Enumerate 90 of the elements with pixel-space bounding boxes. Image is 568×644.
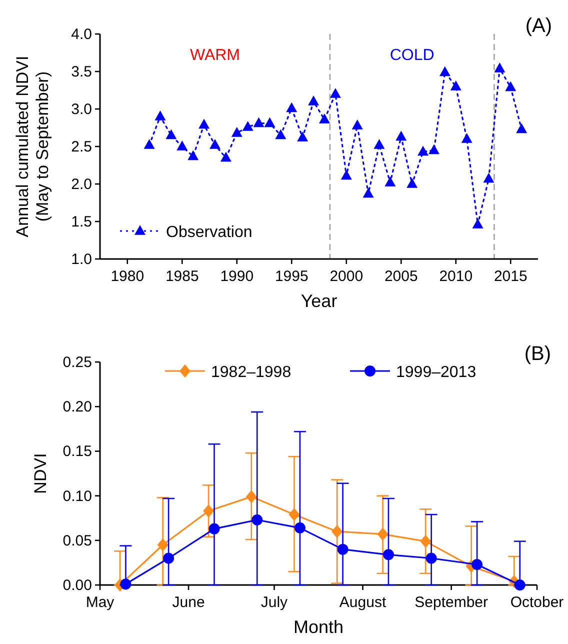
annotation: (B) [524, 343, 551, 365]
x-tick-label: June [172, 594, 205, 611]
annotation: COLD [390, 47, 434, 64]
point [340, 170, 352, 180]
point [286, 102, 298, 112]
point [330, 88, 341, 98]
point [362, 188, 374, 198]
point [494, 62, 506, 72]
point [420, 534, 432, 548]
point [275, 129, 286, 140]
point [384, 176, 396, 186]
legend-label: Observation [166, 224, 252, 241]
point [308, 95, 320, 106]
point [294, 522, 306, 534]
point [231, 126, 242, 137]
point [472, 218, 484, 228]
point [426, 552, 437, 564]
x-tick-label: 1990 [220, 268, 254, 285]
point [483, 172, 494, 183]
point [163, 552, 174, 564]
point [144, 138, 155, 149]
point [154, 110, 166, 120]
y-tick-label: 3.5 [71, 64, 92, 80]
y-axis-title: Annual cumulated NDVI (May to September) [13, 56, 52, 238]
x-tick-label: September [414, 594, 488, 611]
point [374, 138, 385, 149]
point [332, 524, 343, 538]
y-axis-title: NDVI [31, 453, 50, 494]
point [352, 119, 363, 130]
point [318, 113, 330, 124]
point [505, 81, 516, 92]
y-tick-label: 0.25 [62, 354, 92, 371]
point [516, 123, 528, 134]
x-tick-label: 2005 [384, 268, 418, 285]
y-tick-label: 3.0 [71, 101, 92, 118]
x-tick-label: 1995 [274, 268, 308, 285]
y-tick-label: 2.5 [71, 138, 92, 156]
point [450, 80, 462, 90]
y-tick-label: 0.10 [62, 488, 92, 505]
point [120, 578, 132, 590]
point [203, 504, 214, 518]
point [253, 117, 264, 128]
x-tick-label: October [510, 594, 564, 611]
x-tick-label: August [339, 594, 387, 611]
point [242, 120, 254, 131]
x-axis-title: Year [300, 291, 338, 311]
point [246, 490, 257, 504]
point [176, 140, 188, 150]
x-tick-label: May [86, 594, 115, 611]
legend-label: 1999–2013 [396, 364, 476, 381]
y-tick-label: 1.0 [71, 251, 92, 268]
legend-label: 1982–1998 [211, 364, 292, 381]
point [439, 66, 450, 76]
point [188, 150, 199, 160]
point [428, 144, 440, 154]
y-tick-label: 4.0 [71, 26, 92, 43]
point [418, 146, 429, 156]
point [396, 130, 407, 141]
y-tick-label: 0.20 [62, 398, 92, 416]
x-tick-label: 1980 [110, 268, 144, 285]
point [472, 558, 483, 570]
point [461, 132, 472, 143]
point [297, 131, 308, 142]
y-tick-label: 0.05 [62, 532, 92, 550]
point [377, 528, 388, 541]
point [209, 138, 220, 149]
point [198, 118, 210, 129]
y-tick-label: 0.00 [62, 577, 92, 594]
point [288, 508, 300, 522]
point [252, 514, 263, 526]
x-tick-label: 2010 [439, 268, 473, 285]
point [514, 580, 526, 590]
y-tick-label: 0.15 [62, 443, 92, 460]
point [382, 549, 394, 560]
point [220, 152, 232, 162]
x-tick-label: July [260, 594, 288, 611]
point [264, 117, 276, 128]
point [157, 538, 168, 552]
x-tick-label: 2000 [330, 268, 364, 285]
annotation: (A) [525, 15, 552, 37]
x-tick-label: 1985 [165, 268, 199, 285]
y-tick-label: 2.0 [71, 176, 92, 193]
point [406, 178, 418, 188]
x-tick-label: 2015 [494, 268, 528, 285]
x-axis-title: Month [293, 617, 344, 637]
point [208, 523, 220, 534]
y-tick-label: 1.5 [71, 214, 92, 230]
point [166, 129, 177, 140]
annotation: WARM [190, 47, 240, 64]
point [337, 544, 348, 555]
